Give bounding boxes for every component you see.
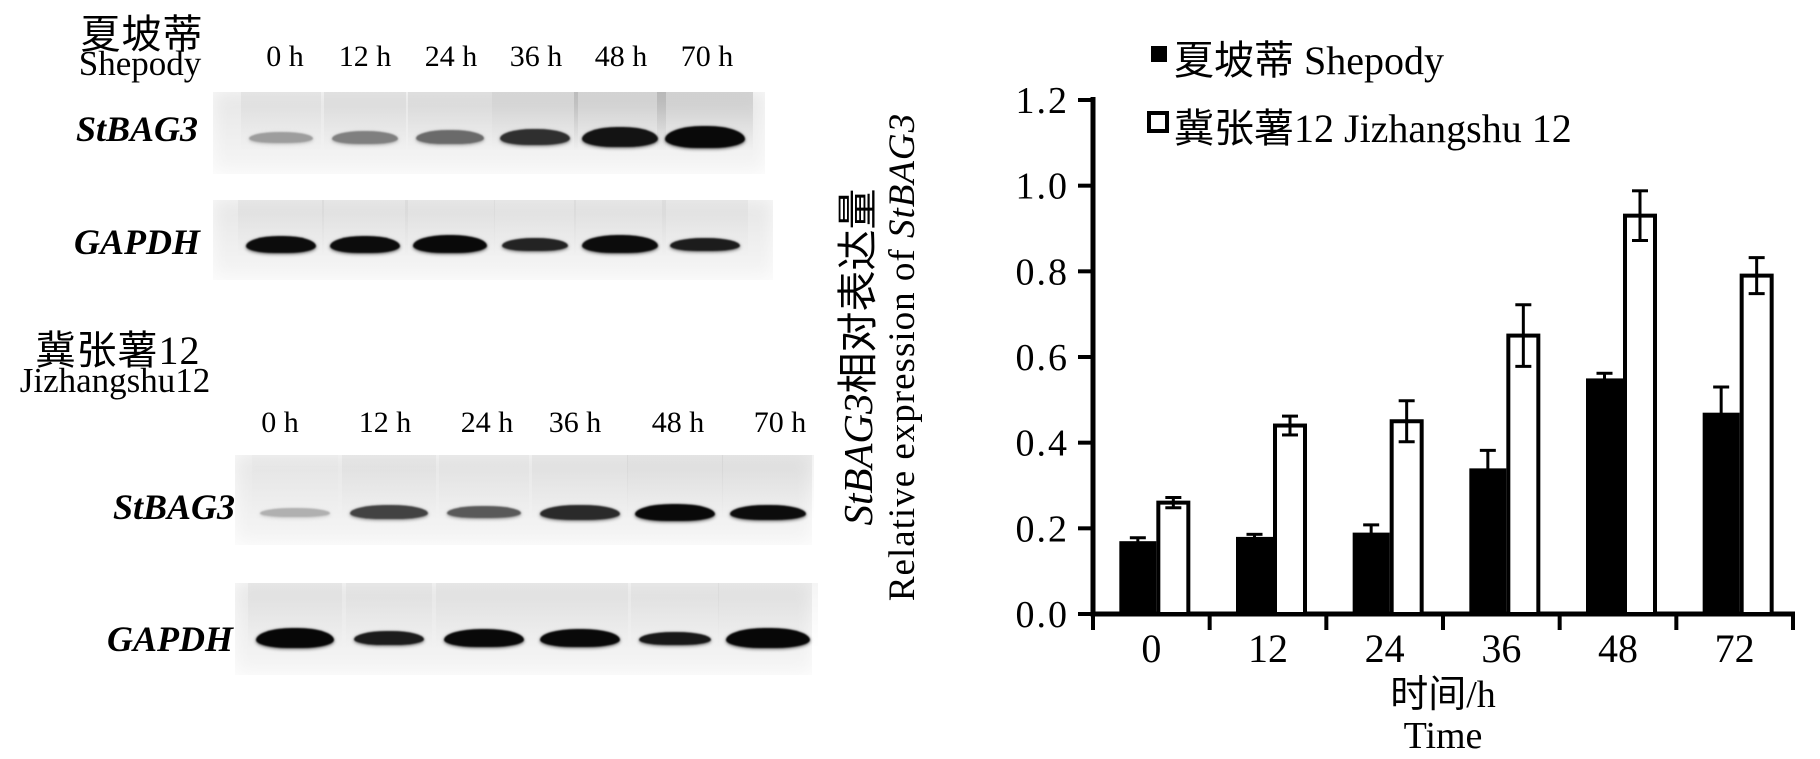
x-tick-label: 12 bbox=[1248, 626, 1288, 671]
error-bar bbox=[1246, 532, 1263, 541]
gene-label-stbag3: StBAG3 bbox=[75, 109, 199, 149]
gel-band bbox=[350, 505, 428, 519]
x-tick-label: 36 bbox=[1481, 626, 1521, 671]
y-tick-label: 0.8 bbox=[1016, 251, 1070, 293]
gel-band bbox=[447, 506, 521, 518]
lane-label: 70 h bbox=[753, 406, 807, 439]
legend-swatch-shepody bbox=[1151, 46, 1167, 62]
panel-title-cn: 夏坡蒂 bbox=[80, 12, 204, 57]
lane-label: 0 h bbox=[266, 40, 304, 73]
error-bar bbox=[1515, 303, 1532, 368]
svg-text:Relative expression of StBAG3: Relative expression of StBAG3 bbox=[882, 113, 923, 601]
legend-label-jizhangshu: 冀张薯12 Jizhangshu 12 bbox=[1174, 106, 1572, 151]
bar-jizhangshu bbox=[1739, 273, 1774, 616]
error-bar bbox=[1363, 523, 1380, 542]
bar-shepody bbox=[1586, 378, 1623, 614]
bar-shepody bbox=[1352, 532, 1390, 614]
lane-label: 0 h bbox=[261, 406, 299, 439]
lane-label: 12 h bbox=[338, 40, 392, 73]
y-axis-title: StBAG3相对表达量 Relative expression of StBAG3 bbox=[835, 113, 923, 601]
gel-band bbox=[540, 629, 620, 647]
gel-strip-stbag3 bbox=[235, 455, 814, 545]
legend: 夏坡蒂 Shepody 冀张薯12 Jizhangshu 12 bbox=[1147, 38, 1572, 151]
gel-band bbox=[444, 629, 524, 647]
y-tick-label: 0.0 bbox=[1016, 594, 1070, 636]
x-tick-label: 0 bbox=[1141, 626, 1161, 671]
gel-band bbox=[726, 628, 810, 648]
lane-label: 36 h bbox=[548, 406, 602, 439]
gel-band bbox=[330, 235, 400, 253]
error-bar bbox=[1748, 256, 1765, 296]
bar-shepody bbox=[1236, 536, 1273, 614]
panel-title-en: Jizhangshu12 bbox=[19, 361, 211, 400]
gel-band bbox=[730, 504, 806, 520]
gel-strip-stbag3 bbox=[213, 92, 765, 174]
y-tick-label: 1.0 bbox=[1016, 166, 1070, 208]
bar-shepody bbox=[1702, 412, 1740, 614]
x-tick-label: 72 bbox=[1715, 626, 1755, 671]
gel-band bbox=[246, 235, 316, 253]
error-bar bbox=[1165, 495, 1182, 510]
bar-jizhangshu bbox=[1156, 500, 1191, 616]
gel-band bbox=[332, 130, 398, 144]
error-bar bbox=[1479, 448, 1496, 488]
axes bbox=[1090, 97, 1795, 617]
x-tick-label: 24 bbox=[1365, 626, 1405, 671]
gel-band bbox=[416, 130, 484, 144]
x-axis-title-cn: 时间/h bbox=[1390, 674, 1496, 716]
bar-shepody bbox=[1119, 541, 1157, 614]
panel-title-cn: 冀张薯12 bbox=[35, 328, 201, 373]
y-tick-label: 1.2 bbox=[1016, 80, 1070, 122]
y-tick-label: 0.4 bbox=[1016, 423, 1070, 465]
gel-band bbox=[665, 126, 745, 148]
gel-strip-gapdh bbox=[213, 200, 773, 280]
gene-label-gapdh: GAPDH bbox=[74, 222, 200, 262]
lane-label: 48 h bbox=[594, 40, 648, 73]
bar-jizhangshu bbox=[1623, 213, 1657, 616]
gel-band bbox=[256, 628, 334, 648]
gel-band bbox=[502, 237, 568, 251]
gene-label-gapdh: GAPDH bbox=[107, 619, 233, 659]
error-bar bbox=[1713, 385, 1730, 440]
legend-label-shepody: 夏坡蒂 Shepody bbox=[1174, 38, 1444, 83]
legend-swatch-jizhangshu bbox=[1147, 111, 1169, 133]
lane-label: 24 h bbox=[460, 406, 514, 439]
error-bar bbox=[1398, 399, 1415, 444]
gel-band bbox=[354, 631, 424, 645]
error-bar bbox=[1282, 414, 1298, 437]
lane-label: 48 h bbox=[651, 406, 705, 439]
x-axis-title-en: Time bbox=[1404, 715, 1483, 757]
gel-band bbox=[413, 235, 487, 253]
error-bar bbox=[1596, 371, 1613, 386]
panel-title-en: Shepody bbox=[78, 44, 202, 83]
gel-strip-gapdh bbox=[235, 583, 818, 675]
gel-band bbox=[582, 235, 658, 253]
error-bar bbox=[1632, 189, 1648, 242]
lane-label: 36 h bbox=[509, 40, 563, 73]
gene-label-stbag3: StBAG3 bbox=[112, 487, 236, 527]
gel-band bbox=[635, 503, 715, 521]
bar-shepody bbox=[1469, 468, 1507, 614]
gel-band bbox=[500, 129, 570, 145]
x-tick-label: 48 bbox=[1598, 626, 1638, 671]
lane-label: 12 h bbox=[358, 406, 412, 439]
bar-jizhangshu bbox=[1389, 419, 1424, 616]
y-tick-label: 0.2 bbox=[1016, 508, 1070, 550]
bar-jizhangshu bbox=[1506, 333, 1541, 616]
bar-jizhangshu bbox=[1273, 423, 1307, 616]
gel-band bbox=[260, 507, 330, 517]
gel-band bbox=[639, 631, 711, 645]
error-bar bbox=[1129, 536, 1146, 547]
gel-band bbox=[249, 131, 313, 143]
lane-label: 24 h bbox=[424, 40, 478, 73]
y-tick-label: 0.6 bbox=[1016, 337, 1070, 379]
svg-text:StBAG3相对表达量: StBAG3相对表达量 bbox=[835, 188, 881, 525]
lane-label: 70 h bbox=[680, 40, 734, 73]
gel-band bbox=[582, 127, 658, 147]
gel-band bbox=[540, 504, 620, 520]
gel-band bbox=[670, 237, 740, 251]
